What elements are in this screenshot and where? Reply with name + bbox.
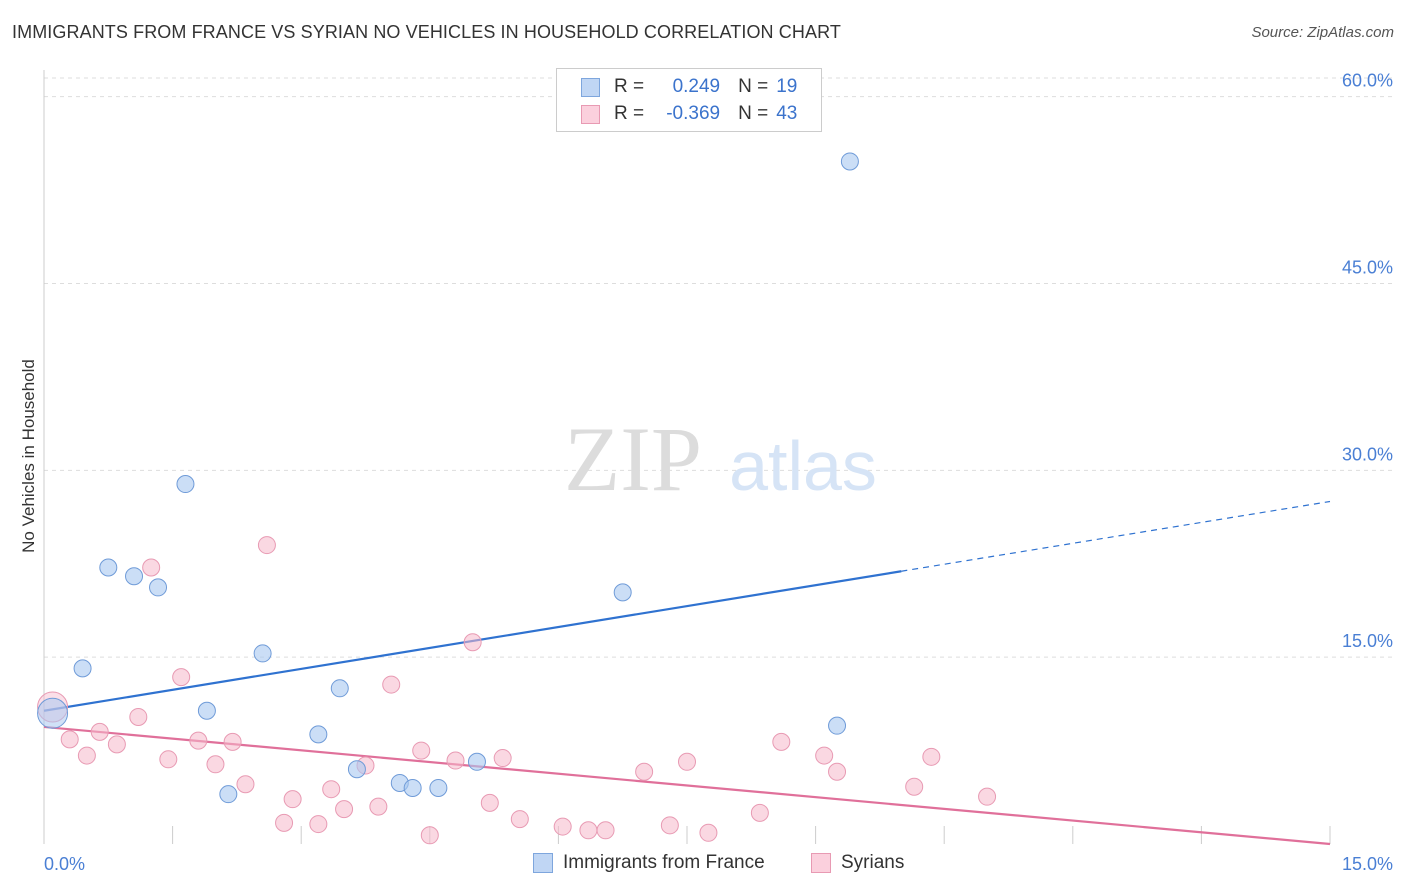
point-syrians[interactable]: [322, 780, 341, 799]
point-syrians[interactable]: [579, 821, 598, 840]
point-france[interactable]: [176, 475, 195, 494]
point-france[interactable]: [828, 716, 847, 735]
watermark-atlas: atlas: [729, 427, 877, 505]
point-syrians[interactable]: [382, 675, 401, 694]
x-tick-label: 0.0%: [44, 854, 85, 874]
point-syrians[interactable]: [159, 750, 178, 769]
legend-r-value: -0.369: [666, 103, 721, 124]
legend-n-value: 43: [776, 103, 798, 124]
point-france[interactable]: [149, 578, 168, 597]
point-syrians[interactable]: [553, 817, 572, 836]
point-france[interactable]: [73, 659, 92, 678]
point-syrians[interactable]: [335, 800, 354, 819]
point-france[interactable]: [467, 752, 486, 771]
point-syrians[interactable]: [510, 810, 529, 829]
legend-item-france[interactable]: Immigrants from France: [533, 852, 765, 874]
legend-swatch-france: [581, 77, 600, 97]
point-syrians[interactable]: [660, 816, 679, 835]
data-points: [37, 152, 997, 845]
point-syrians[interactable]: [369, 797, 388, 816]
y-tick-labels: 15.0% 30.0% 45.0% 60.0%: [1342, 71, 1393, 651]
point-syrians[interactable]: [107, 735, 126, 754]
legend-r-label: R =: [614, 103, 645, 124]
point-syrians[interactable]: [420, 826, 439, 845]
point-syrians[interactable]: [129, 707, 148, 726]
point-syrians[interactable]: [678, 752, 696, 771]
point-syrians[interactable]: [206, 755, 225, 774]
point-syrians[interactable]: [412, 741, 431, 760]
point-france[interactable]: [253, 644, 272, 663]
y-tick-label: 45.0%: [1342, 258, 1393, 278]
point-syrians[interactable]: [635, 762, 654, 781]
point-syrians[interactable]: [189, 731, 208, 750]
y-axis-label: No Vehicles in Household: [19, 359, 38, 553]
legend-row-syrians: R = -0.369 N = 43: [581, 101, 797, 127]
point-france[interactable]: [330, 679, 349, 698]
point-france[interactable]: [429, 778, 448, 797]
point-syrians[interactable]: [750, 803, 769, 822]
x-tick-labels: 0.0% 15.0%: [44, 854, 1393, 874]
point-france[interactable]: [99, 558, 118, 577]
legend-n-value: 19: [776, 76, 798, 97]
legend-swatch-syrians: [581, 104, 600, 124]
legend-n-label: N =: [738, 103, 769, 124]
point-syrians[interactable]: [828, 762, 847, 781]
point-syrians[interactable]: [772, 732, 791, 751]
correlation-legend: R = 0.249 N = 19 R = -0.369 N = 43: [556, 68, 822, 132]
source-label: Source: ZipAtlas.com: [1251, 24, 1394, 41]
legend-r-value: 0.249: [672, 76, 721, 97]
point-syrians[interactable]: [283, 790, 302, 809]
y-tick-label: 60.0%: [1342, 71, 1393, 91]
x-tick-label: 15.0%: [1342, 854, 1393, 874]
watermark-zip: ZIP: [564, 408, 702, 510]
point-syrians[interactable]: [172, 668, 191, 687]
point-france[interactable]: [309, 725, 328, 744]
point-france[interactable]: [840, 152, 859, 171]
point-france[interactable]: [403, 778, 422, 797]
point-syrians[interactable]: [596, 821, 615, 840]
legend-swatch-france: [533, 853, 553, 873]
point-syrians[interactable]: [480, 793, 499, 812]
point-syrians[interactable]: [815, 746, 834, 765]
point-syrians[interactable]: [142, 558, 161, 577]
point-france[interactable]: [197, 701, 216, 720]
point-syrians[interactable]: [275, 813, 294, 832]
point-syrians[interactable]: [978, 787, 997, 806]
point-syrians[interactable]: [90, 722, 109, 741]
legend-n-label: N =: [738, 76, 769, 97]
point-france[interactable]: [125, 567, 144, 586]
point-syrians[interactable]: [905, 777, 924, 796]
point-syrians[interactable]: [257, 536, 276, 555]
point-syrians[interactable]: [922, 747, 941, 766]
point-syrians[interactable]: [60, 730, 79, 749]
point-syrians[interactable]: [309, 815, 328, 834]
legend-swatch-syrians: [811, 853, 831, 873]
chart-title: IMMIGRANTS FROM FRANCE VS SYRIAN NO VEHI…: [12, 22, 841, 42]
trend-extension-france: [901, 500, 1331, 572]
point-syrians[interactable]: [236, 775, 255, 794]
point-syrians[interactable]: [463, 633, 482, 652]
legend-r-label: R =: [614, 76, 645, 97]
point-syrians[interactable]: [493, 749, 512, 768]
series-legend: Immigrants from France Syrians: [0, 852, 1406, 878]
y-tick-label: 15.0%: [1342, 631, 1393, 651]
trend-line-syrians: [43, 725, 1331, 846]
point-france[interactable]: [347, 760, 366, 779]
point-syrians[interactable]: [223, 732, 242, 751]
point-syrians[interactable]: [446, 751, 465, 770]
grid-lines: [44, 77, 1395, 658]
point-syrians[interactable]: [77, 746, 96, 765]
legend-label-syrians: Syrians: [841, 852, 905, 873]
point-france[interactable]: [613, 583, 632, 602]
legend-row-france: R = 0.249 N = 19: [581, 74, 797, 100]
point-france[interactable]: [219, 785, 238, 804]
point-syrians[interactable]: [699, 823, 718, 842]
point-france[interactable]: [37, 697, 69, 729]
legend-label-france: Immigrants from France: [563, 852, 765, 873]
legend-item-syrians[interactable]: Syrians: [811, 852, 904, 874]
y-tick-label: 30.0%: [1342, 444, 1393, 464]
